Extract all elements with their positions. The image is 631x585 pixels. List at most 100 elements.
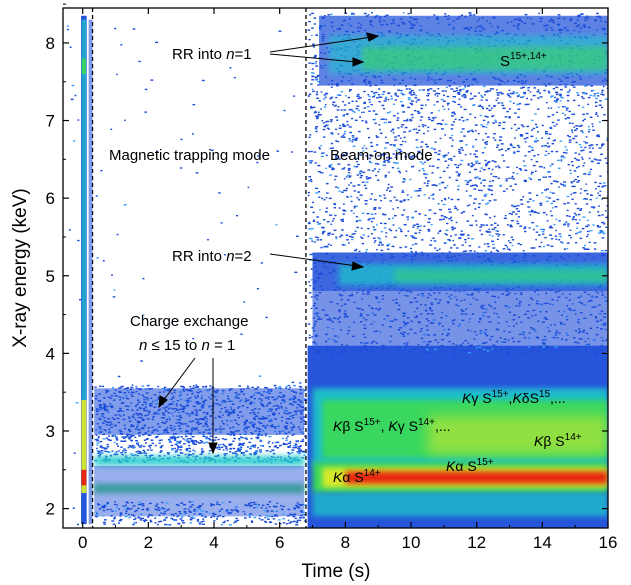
- heat-cell-beam-top-speckle: [489, 90, 492, 92]
- heat-cell-beam-speckle: [335, 236, 338, 238]
- heat-cell-beam-speckle: [430, 119, 434, 122]
- heat-cell-beam-speckle: [496, 146, 499, 149]
- heat-cell-beam-speckle: [448, 211, 452, 213]
- heat-cell-beam-speckle: [441, 119, 444, 121]
- heat-cell-beam-speckle: [335, 140, 337, 142]
- heat-cell-beam-speckle: [584, 142, 589, 144]
- heat-cell-beam-speckle: [331, 233, 334, 235]
- heat-cell-beam-speckle: [528, 145, 531, 148]
- heat-cell-beam-speckle: [464, 250, 468, 252]
- heat-cell-beam-speckle: [478, 349, 481, 352]
- heat-cell-beam-speckle: [576, 232, 579, 234]
- heat-cell-cx-low-speckle: [97, 503, 99, 505]
- heat-cell-beam-speckle: [512, 178, 515, 180]
- heat-cell-beam-speckle: [381, 104, 385, 107]
- heat-cell-beam-speckle: [409, 119, 413, 122]
- heat-cell-cx-low-speckle: [111, 520, 115, 522]
- heat-cell-beam-speckle: [353, 232, 356, 235]
- heat-cell-beam-top-speckle: [576, 91, 579, 94]
- heat-cell-beam-top-speckle: [426, 94, 429, 97]
- heat-cell-cx-speckle: [138, 435, 141, 437]
- heat-cell-beam-top-speckle: [315, 78, 319, 80]
- heat-cell-beam-speckle: [395, 150, 398, 152]
- heat-cell-beam-top-speckle: [455, 87, 458, 89]
- heat-cell-beam-speckle: [309, 134, 312, 136]
- heat-cell-beam-speckle: [395, 229, 398, 232]
- heat-cell-beam-speckle: [384, 147, 387, 149]
- heat-cell-beam-speckle: [582, 165, 585, 167]
- heat-cell-beam-top-speckle: [375, 14, 379, 17]
- heat-cell-beam-top-speckle: [422, 89, 426, 91]
- heat-cell-beam-speckle: [351, 109, 353, 111]
- heat-cell-beam-speckle: [410, 113, 414, 116]
- heat-cell-beam-speckle: [552, 180, 555, 182]
- heat-cell-beam-speckle: [494, 161, 497, 163]
- heat-cell-beam-top-speckle: [580, 13, 584, 16]
- heat-cell-beam-speckle: [368, 157, 372, 160]
- heat-cell-beam-speckle: [536, 90, 540, 93]
- heat-cell-beam-speckle: [384, 96, 388, 99]
- heat-cell-beam-speckle: [544, 176, 547, 178]
- heat-cell-cx-speckle: [208, 439, 212, 441]
- heat-cell-beam-top-speckle: [396, 95, 400, 97]
- heat-cell-beam-speckle: [343, 133, 346, 135]
- heat-cell-beam-top-speckle: [486, 91, 489, 93]
- heat-cell-beam-speckle: [482, 168, 486, 171]
- heat-cell-beam-speckle: [545, 101, 548, 104]
- heat-cell-cx-speckle: [145, 452, 148, 454]
- heat-cell-beam-speckle: [317, 113, 321, 116]
- heat-cell-beam-speckle: [456, 247, 459, 249]
- heat-cell-beam-speckle: [328, 197, 332, 200]
- heat-cell-beam-speckle: [448, 239, 451, 242]
- heat-cell-cx-speckle: [146, 449, 150, 451]
- heat-cell-beam-speckle: [593, 93, 597, 95]
- heat-cell-beam-speckle: [511, 189, 515, 191]
- heat-cell-cx-speckle: [271, 449, 275, 451]
- heat-cell-beam-speckle: [515, 213, 518, 215]
- heat-cell-beam-speckle: [371, 233, 373, 235]
- heat-cell-beam-speckle: [574, 241, 578, 244]
- heat-cell-beam-speckle: [599, 100, 602, 102]
- heat-cell-cx-speckle: [188, 450, 192, 453]
- heat-cell-beam-speckle: [352, 145, 356, 147]
- heat-cell-beam-speckle: [506, 166, 510, 168]
- heat-cell-beam-speckle: [489, 185, 493, 187]
- heat-cell-beam-speckle: [341, 220, 344, 222]
- heat-cell-cx-low-speckle: [222, 521, 225, 524]
- heat-cell-beam-speckle: [402, 181, 405, 183]
- heat-cell-beam-speckle: [474, 208, 477, 210]
- heat-cell-beam-top-speckle: [512, 91, 515, 93]
- heat-cell-beam-speckle: [563, 224, 566, 226]
- heat-cell-cx-speckle: [285, 387, 288, 389]
- heat-cell-beam-speckle: [320, 108, 322, 110]
- heat-cell-beam-speckle: [386, 112, 390, 114]
- heat-cell-beam-speckle: [444, 198, 447, 201]
- heat-cell-beam-speckle: [499, 91, 502, 94]
- heat-cell-beam-speckle: [411, 351, 414, 353]
- heat-cell-beam-speckle: [524, 155, 527, 157]
- heat-cell-beam-speckle: [379, 128, 381, 131]
- heat-cell-beam-speckle: [469, 98, 473, 100]
- heat-cell-beam-speckle: [427, 92, 430, 95]
- heat-cell-beam-speckle: [442, 155, 446, 157]
- heat-cell-beam-speckle: [474, 177, 478, 179]
- heat-cell-beam-speckle: [492, 122, 494, 124]
- heat-cell-beam-speckle: [445, 216, 448, 219]
- heat-cell-beam-speckle: [352, 139, 354, 141]
- heat-cell-cx-speckle: [124, 452, 127, 454]
- heat-cell-beam-speckle: [512, 146, 516, 149]
- heat-cell-beam-speckle: [410, 157, 413, 159]
- heat-cell-beam-speckle: [483, 195, 487, 197]
- heat-cell-beam-speckle: [595, 144, 599, 146]
- heat-cell-beam-top-speckle: [572, 86, 576, 88]
- heat-cell-beam-speckle: [544, 144, 548, 147]
- heat-cell-beam-speckle: [446, 166, 449, 169]
- heat-cell-beam-speckle: [364, 187, 368, 190]
- heat-cell-beam-top-speckle: [405, 88, 409, 90]
- heat-cell-beam-speckle: [326, 221, 330, 223]
- heat-cell-beam-speckle: [462, 211, 466, 213]
- heat-cell-beam-speckle: [332, 218, 335, 220]
- heat-cell-cx-speckle: [252, 446, 256, 448]
- heat-cell-cx-speckle: [107, 438, 110, 441]
- heat-cell-beam-top-speckle: [473, 95, 477, 97]
